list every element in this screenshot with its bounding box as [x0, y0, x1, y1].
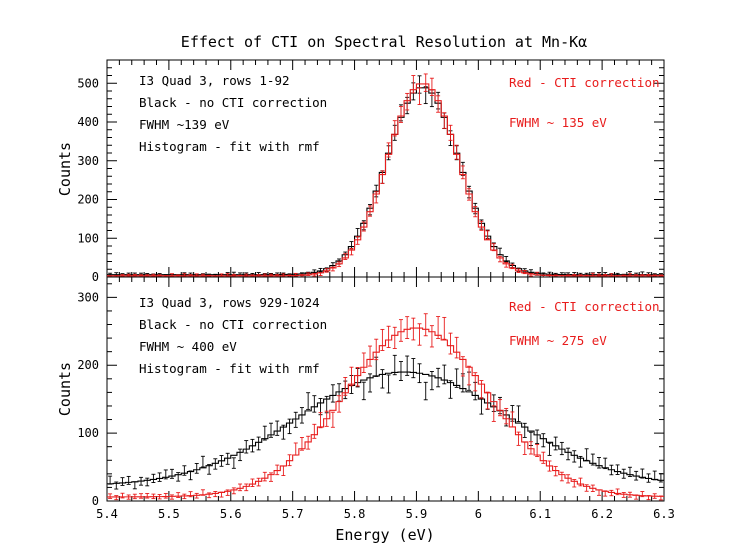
x-tick-label: 5.4 — [96, 507, 118, 521]
top-y-tick-label: 300 — [77, 154, 99, 168]
x-tick-label: 6 — [475, 507, 482, 521]
x-axis-label: Energy (eV) — [335, 526, 434, 544]
bottom-histogram-fit — [107, 327, 664, 498]
top-y-ticks: 0 100 200 300 400 500 — [77, 59, 664, 284]
x-tick-label: 5.8 — [344, 507, 366, 521]
x-tick-label: 6.3 — [653, 507, 675, 521]
top-anno-right-1: FWHM ~ 135 eV — [509, 115, 607, 130]
bottom-y-tick-label: 300 — [77, 290, 99, 304]
top-y-tick-label: 500 — [77, 76, 99, 90]
top-series-red — [107, 73, 664, 278]
bottom-anno-left-2: FWHM ~ 400 eV — [139, 339, 237, 354]
top-y-tick-label: 0 — [92, 270, 99, 284]
top-anno-left-1: Black - no CTI correction — [139, 95, 327, 110]
top-anno-left-2: FWHM ~139 eV — [139, 117, 230, 132]
top-y-tick-label: 200 — [77, 193, 99, 207]
bottom-series-red — [107, 313, 664, 501]
top-anno-left-0: I3 Quad 3, rows 1-92 — [139, 73, 290, 88]
bottom-anno-left-0: I3 Quad 3, rows 929-1024 — [139, 295, 320, 310]
top-histogram-fit — [107, 83, 664, 277]
x-tick-label: 5.5 — [158, 507, 180, 521]
bottom-x-ticks: 5.4 5.5 5.6 5.7 5.8 5.9 6 6.1 6.2 6.3 — [96, 277, 675, 521]
x-tick-label: 5.6 — [220, 507, 242, 521]
bottom-anno-right-1: FWHM ~ 275 eV — [509, 333, 607, 348]
top-y-axis-label: Counts — [56, 142, 74, 196]
bottom-anno-left-3: Histogram - fit with rmf — [139, 361, 320, 376]
chart-title: Effect of CTI on Spectral Resolution at … — [181, 33, 587, 51]
bottom-y-tick-label: 100 — [77, 426, 99, 440]
top-y-tick-label: 100 — [77, 231, 99, 245]
top-panel: Counts 0 100 200 300 400 500 I3 Quad 3, rows … — [56, 59, 665, 284]
bottom-anno-left-1: Black - no CTI correction — [139, 317, 327, 332]
x-tick-label: 5.9 — [406, 507, 428, 521]
x-tick-label: 5.7 — [282, 507, 304, 521]
bottom-panel-frame — [106, 276, 665, 502]
bottom-y-tick-label: 200 — [77, 358, 99, 372]
top-series — [107, 73, 664, 278]
bottom-y-tick-label: 0 — [92, 494, 99, 508]
x-tick-label: 6.1 — [529, 507, 551, 521]
bottom-anno-right-0: Red - CTI correction — [509, 299, 660, 314]
top-anno-left-3: Histogram - fit with rmf — [139, 139, 320, 154]
bottom-y-axis-label: Counts — [56, 362, 74, 416]
bottom-y-ticks: 0 100 200 300 — [77, 283, 664, 508]
top-anno-right-0: Red - CTI correction — [509, 75, 660, 90]
top-histogram-fit — [107, 87, 664, 276]
x-tick-label: 6.2 — [591, 507, 613, 521]
bottom-series — [107, 313, 664, 501]
top-y-tick-label: 400 — [77, 115, 99, 129]
bottom-histogram-fit — [107, 371, 664, 485]
